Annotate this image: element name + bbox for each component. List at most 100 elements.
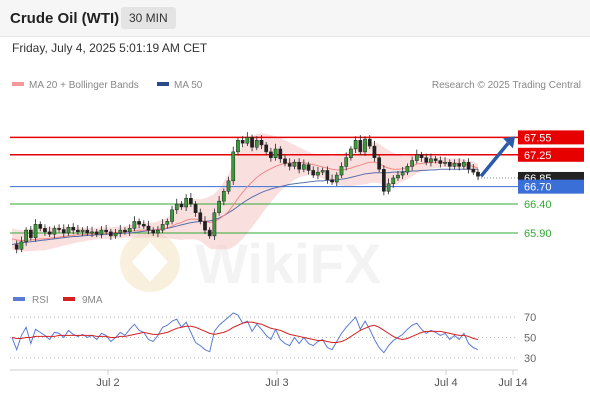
x-tick-label: Jul 2 [96,377,119,389]
candle-body [170,209,174,222]
candle-body [438,160,443,164]
candle-body [24,229,28,242]
candle-body [94,231,99,235]
candle-body [462,162,466,167]
candle-body [363,138,367,153]
rsi-line [11,312,479,354]
candle-body [127,228,132,233]
candle-body [419,154,424,158]
candle-body [118,229,123,234]
candle-body [254,140,259,148]
level-label-bg-67.55 [518,130,584,145]
candle-body [217,200,221,213]
candle-body [396,174,400,179]
header-bar: Crude Oil (WTI) 30 MIN [0,0,590,37]
candle-body [457,163,462,167]
watermark-logo-mark [132,242,168,282]
candle-body [14,244,19,250]
candle-body [198,212,203,222]
legend-ma20-swatch [12,82,24,87]
candle-body [207,229,212,237]
candle-body [269,151,273,158]
candle-body [334,174,339,183]
candle-body [221,191,226,202]
candle-body [104,229,108,233]
candle-body [466,162,471,170]
candle-body [240,140,245,144]
candle-body [250,137,254,148]
candle-body [447,162,452,167]
candle-body [245,137,250,144]
candle-body [174,203,179,211]
rsi-legend-swatch [13,297,25,301]
candle-body [349,148,353,158]
candle-body [123,229,127,233]
ma20-line [11,161,479,242]
candle-body [160,224,165,231]
candle-body [301,164,306,170]
candle-body [38,224,43,229]
timeframe-button[interactable]: 30 MIN [121,7,176,29]
candle-body [330,179,334,183]
candle-body [57,228,61,230]
candle-body [264,144,269,153]
candle-body [203,221,207,231]
candle-body [151,229,156,234]
candle-body [400,171,405,176]
level-label-66.40: 66.40 [524,199,552,211]
candle-body [325,170,330,180]
level-label-66.70: 66.70 [524,182,552,194]
candle-body [85,229,90,234]
candle-body [443,162,447,164]
candle-body [52,228,57,235]
candle-body [80,229,85,233]
candle-body [382,169,386,192]
candle-body [273,148,278,158]
candle-body [429,158,433,163]
level-label-67.55: 67.55 [524,132,552,144]
rsi-ma-legend-swatch [63,297,75,301]
x-tick-label: Jul 14 [498,377,527,389]
candle-body [66,226,71,234]
candle-body [61,229,66,234]
candle-body [372,145,377,158]
candle-body [226,180,231,192]
candle-body [320,170,325,173]
candle-body [189,197,193,205]
watermark: WikiFX [120,232,381,295]
candle-body [99,229,104,235]
candle-body [278,148,283,160]
candle-body [236,140,240,153]
candle-body [259,140,264,146]
legend-ma50: MA 50 [157,80,202,92]
candle-body [179,203,184,208]
candle-body [165,221,170,225]
level-label-67.25: 67.25 [524,150,552,162]
level-label-65.90: 65.90 [524,228,552,240]
candle-body [146,225,151,231]
candle-body [339,166,344,176]
candle-body [391,177,396,185]
rsi-ma-legend-label: 9MA [82,295,103,306]
candle-body [367,138,372,147]
candle-body [108,231,113,237]
candle-body [377,157,382,170]
candle-body [28,229,33,238]
x-tick-label: Jul 3 [265,377,288,389]
level-label-bg-67.25 [518,147,584,162]
rsi-tick-50: 50 [524,332,536,344]
candle-body [19,241,24,250]
rsi-ma-line [11,321,479,344]
rsi-legend-label: RSI [32,295,49,306]
candle-body [113,232,118,237]
candle-body [433,158,438,161]
candle-body [137,221,141,225]
bollinger-band-area [12,133,478,252]
candle-body [90,231,94,234]
candle-body [405,166,410,173]
candle-body [132,221,137,229]
candle-body [316,171,320,176]
candle-body [212,212,217,237]
candle-body [76,229,80,233]
